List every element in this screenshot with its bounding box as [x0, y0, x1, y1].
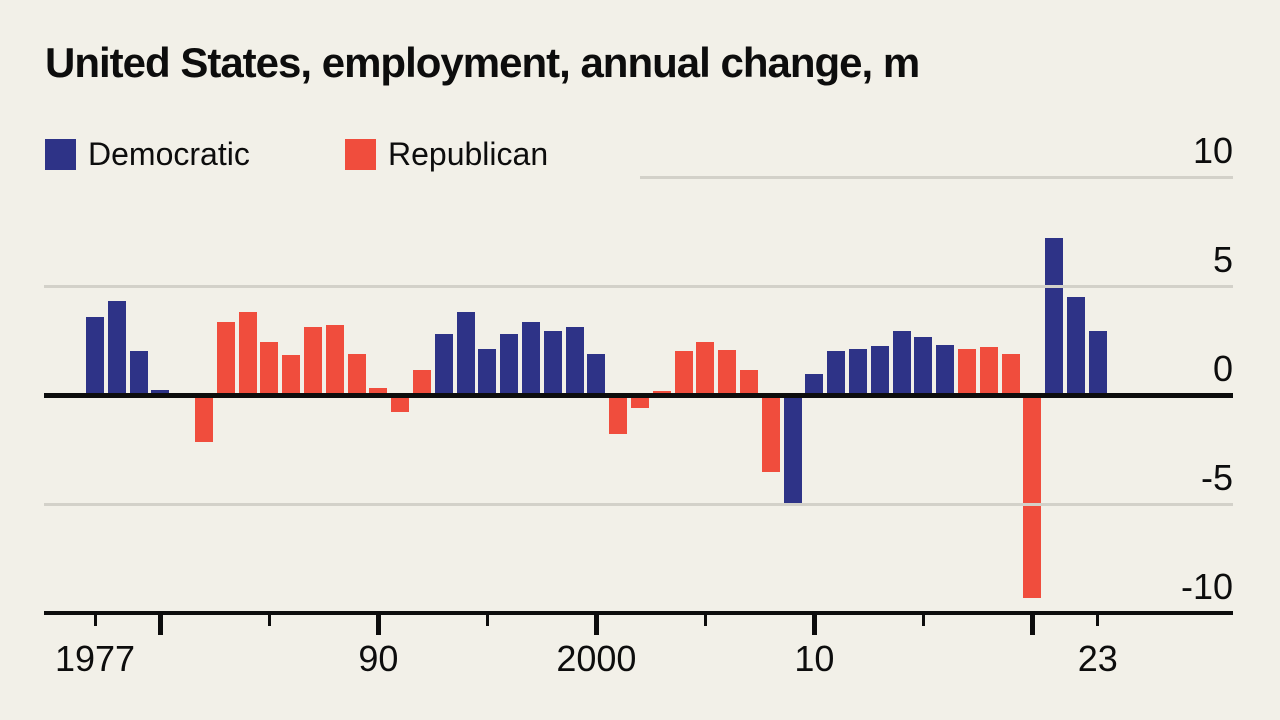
bar-2022	[1067, 296, 1085, 395]
bar-2013	[870, 345, 889, 395]
y-axis-label-5: 5	[1212, 239, 1233, 280]
democratic-swatch-icon	[45, 139, 76, 170]
gridline--5	[44, 502, 1233, 506]
bar-2006	[718, 350, 737, 395]
x-axis-label-2000: 2000	[556, 638, 637, 679]
bar-2010	[805, 374, 824, 395]
bar-2004	[674, 351, 693, 395]
y-axis-label--10: -10	[1180, 566, 1233, 607]
y-axis-label--5: -5	[1200, 457, 1233, 498]
x-tick-2020	[1029, 615, 1035, 635]
x-tick-1985	[267, 615, 271, 626]
republican-swatch-icon	[345, 139, 376, 170]
bar-2018	[979, 347, 998, 395]
bar-2001	[609, 395, 628, 435]
gridline-0	[44, 392, 1233, 398]
bar-2017	[958, 349, 976, 395]
y-axis-label-10: 10	[1192, 130, 1233, 171]
bar-2014	[892, 330, 911, 395]
bar-2023	[1088, 330, 1107, 395]
chart-title: United States, employment, annual change…	[45, 39, 920, 86]
bar-1977	[86, 316, 104, 395]
x-tick-2010	[811, 615, 817, 635]
bar-2007	[740, 369, 758, 395]
bar-1994	[456, 312, 475, 395]
bar-1988	[325, 325, 344, 395]
x-axis-label-1977: 1977	[54, 638, 136, 679]
bar-2011	[827, 351, 846, 395]
gridline-5	[44, 284, 1233, 288]
bar-2019	[1001, 353, 1020, 395]
bar-1993	[434, 333, 453, 395]
bar-1983	[216, 321, 235, 395]
bar-1985	[260, 341, 279, 395]
x-tick-2005	[703, 615, 707, 626]
bar-2015	[914, 337, 933, 395]
x-tick-1977	[93, 615, 97, 626]
legend-label: Republican	[388, 136, 549, 172]
bar-2012	[849, 349, 867, 395]
x-tick-2023	[1096, 615, 1100, 626]
bar-2002	[631, 395, 649, 409]
bar-1991	[391, 395, 410, 413]
bar-2016	[936, 344, 955, 395]
bar-1987	[304, 327, 322, 395]
bar-1982	[195, 395, 213, 442]
bar-1990	[369, 388, 388, 395]
bar-1996	[500, 333, 519, 395]
gridline-10	[640, 175, 1233, 179]
bar-1992	[413, 369, 431, 395]
bar-2005	[696, 341, 715, 395]
x-axis-label-1990: 90	[358, 638, 399, 679]
x-axis-label-2010: 10	[794, 638, 835, 679]
bar-1995	[478, 349, 497, 395]
bar-2021	[1045, 238, 1064, 395]
legend-label: Democratic	[88, 136, 250, 172]
bar-2008	[761, 395, 780, 473]
bar-1979	[129, 351, 148, 395]
bar-1984	[238, 312, 257, 395]
bar-2020	[1023, 395, 1042, 598]
x-tick-1980	[157, 615, 163, 635]
x-tick-1990	[375, 615, 381, 635]
x-tick-1995	[485, 615, 489, 626]
x-axis-label-2023: 23	[1077, 638, 1118, 679]
bar-1978	[107, 301, 126, 395]
bar-1980	[151, 389, 170, 395]
bar-1999	[565, 327, 584, 395]
legend-item-democratic: Democratic	[45, 136, 250, 172]
gridline--10	[44, 611, 1233, 615]
bar-1998	[543, 330, 562, 395]
bar-2009	[783, 395, 802, 506]
y-axis-label-0: 0	[1212, 348, 1233, 389]
legend-item-republican: Republican	[345, 136, 549, 172]
bar-1986	[282, 354, 301, 395]
x-tick-2000	[593, 615, 599, 635]
bar-1997	[522, 321, 540, 395]
bar-2000	[587, 353, 606, 395]
x-tick-2015	[921, 615, 925, 626]
bar-1989	[347, 353, 366, 395]
